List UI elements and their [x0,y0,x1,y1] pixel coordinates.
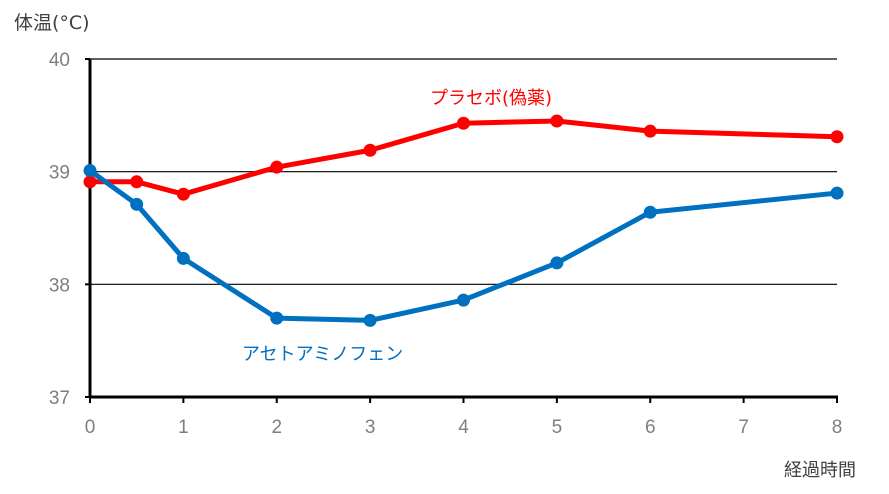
data-point-marker [83,175,97,189]
data-point-marker [176,251,190,265]
y-axis-title: 体温(°C) [14,12,90,34]
series-1 [83,164,844,327]
series-label-placebo: プラセボ(偽薬) [430,88,553,109]
x-axis-title: 経過時間 [784,460,856,481]
data-point-marker [176,187,190,201]
axes: 37 38 39 40 0 1 2 3 4 5 6 7 8 [49,50,842,438]
data-point-marker [550,256,564,270]
data-point-marker [83,164,97,178]
gridlines [90,58,837,285]
data-point-marker [130,175,144,189]
x-tick-label: 7 [738,417,749,438]
series-label-acetaminophen: アセトアミノフェン [242,344,404,365]
x-tick-label: 1 [178,417,189,438]
data-point-marker [363,143,377,157]
data-point-marker [363,313,377,327]
data-point-marker [457,293,470,307]
x-tick-label: 8 [832,417,843,438]
y-tick-label: 38 [49,275,70,296]
data-point-marker [550,114,564,128]
x-tick-label: 2 [271,417,282,438]
x-tick-label: 0 [85,417,96,438]
y-tick-label: 40 [49,50,70,71]
x-tick-label: 6 [645,417,656,438]
data-point-marker [270,160,284,174]
series-line [90,118,838,197]
x-tick-label: 4 [458,417,469,438]
x-tick-label: 5 [552,417,563,438]
data-point-marker [643,205,657,219]
data-point-marker [830,186,844,200]
series-group [83,114,844,327]
x-tick-label: 3 [365,417,376,438]
series-0 [83,114,844,201]
data-point-marker [643,124,657,138]
data-point-marker [830,130,844,144]
data-point-marker [130,197,144,211]
data-point-marker [270,311,284,325]
data-point-marker [457,116,470,130]
y-tick-label: 37 [49,388,70,409]
y-tick-label: 39 [49,163,70,184]
